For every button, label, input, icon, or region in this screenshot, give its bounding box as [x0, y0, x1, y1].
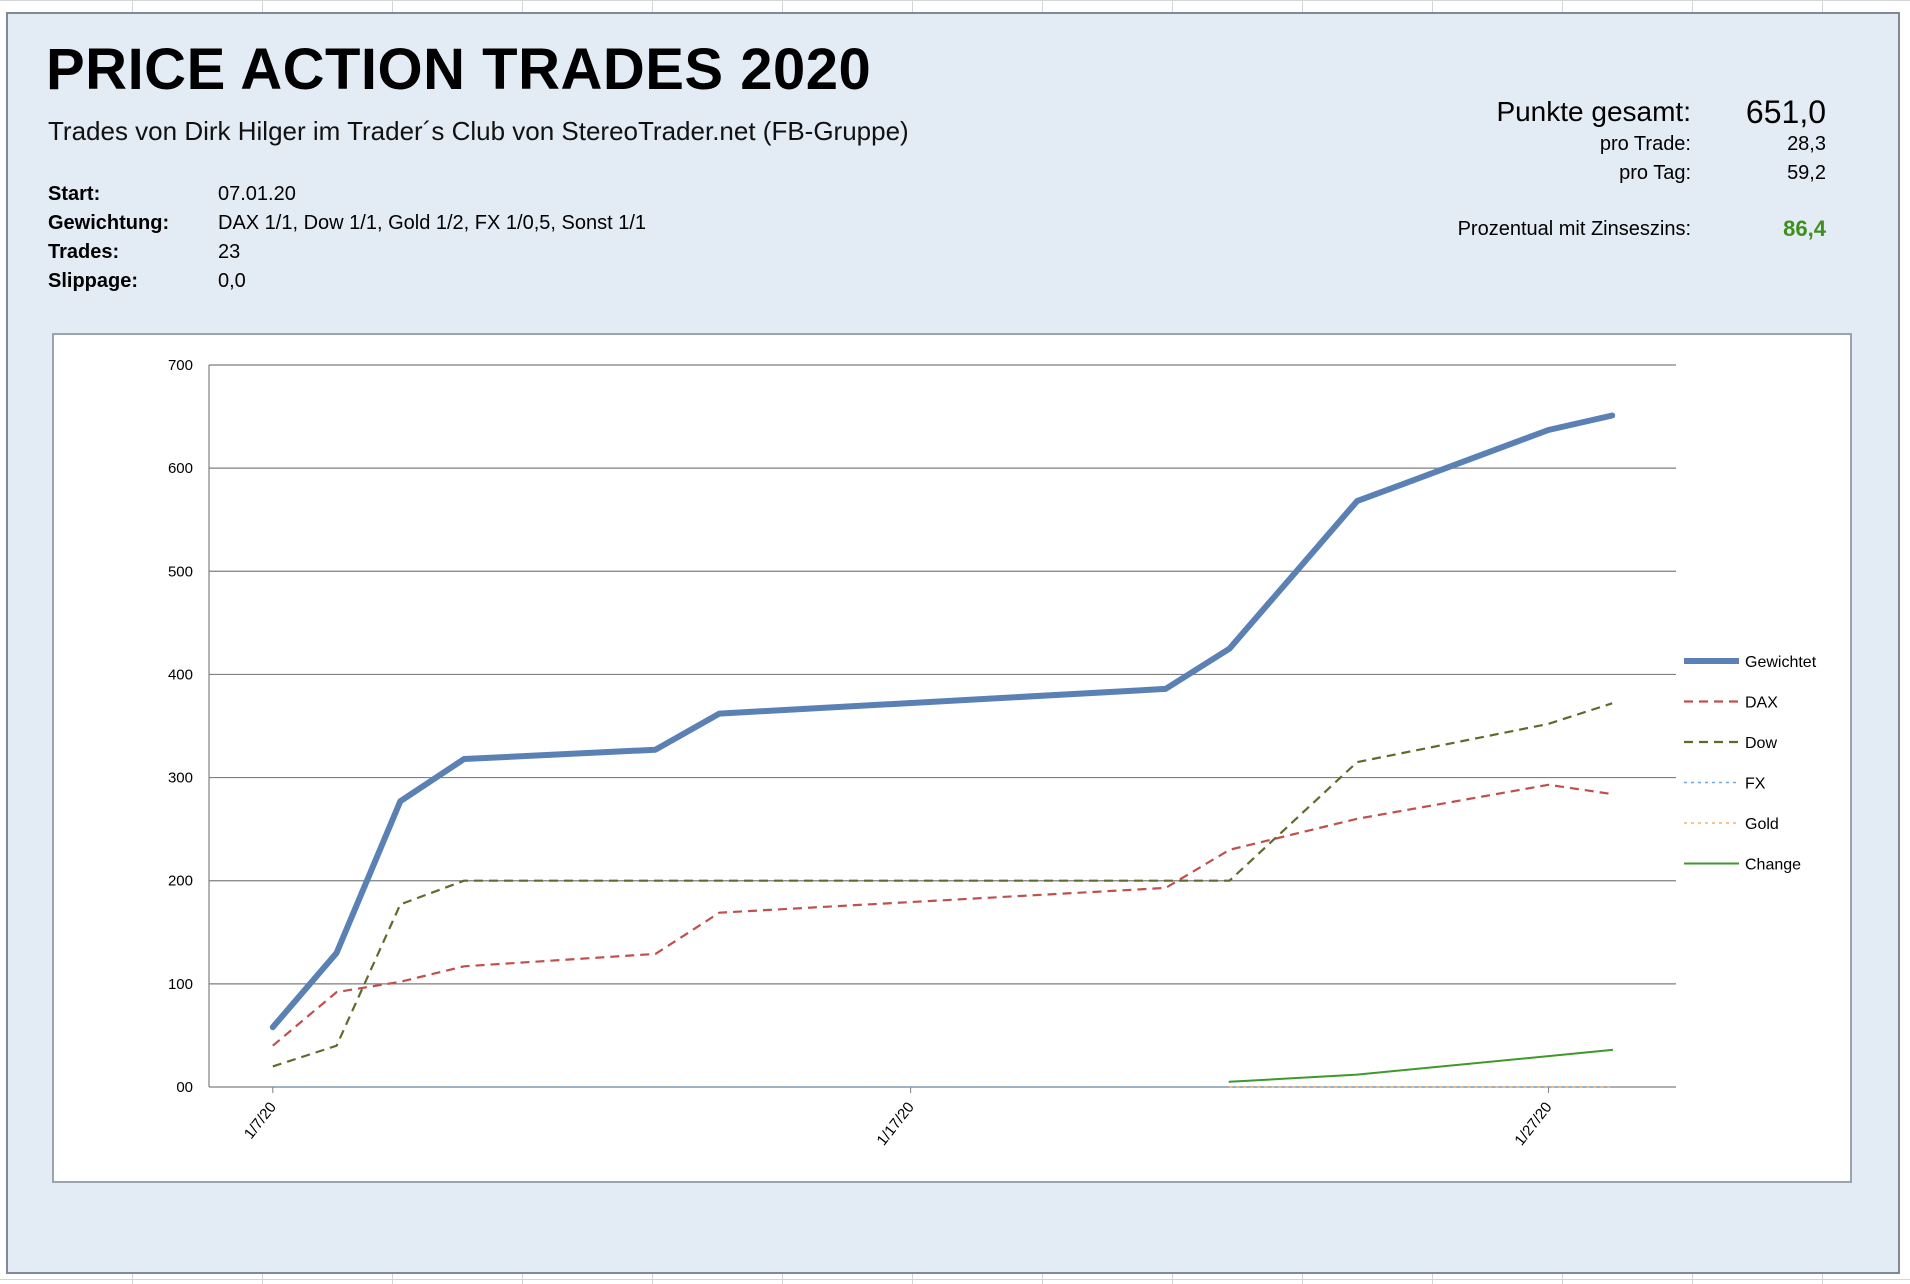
legend-label-change: Change [1745, 857, 1801, 874]
per-trade-value: 28,3 [1787, 133, 1826, 155]
meta-label-trades: Trades: [48, 241, 120, 263]
percent-compound-label: Prozentual mit Zinseszins: [1457, 218, 1691, 240]
series-line-change [1228, 1048, 1614, 1083]
y-tick-label: 300 [168, 770, 193, 787]
legend-label-dow: Dow [1745, 735, 1777, 752]
legend-label-fx: FX [1745, 776, 1766, 793]
page-subtitle: Trades von Dirk Hilger im Trader´s Club … [48, 116, 909, 146]
legend-label-gold: Gold [1745, 816, 1779, 833]
meta-label-slippage: Slippage: [48, 270, 139, 292]
chart-area: 00 100 200 300 400 500 600 700 1/7/20 1/17/20 1/27… [52, 333, 1852, 1183]
series-line-dow [272, 702, 1613, 1068]
y-tick-label: 700 [168, 357, 193, 374]
meta-value-trades: 23 [218, 241, 241, 263]
legend-label-gewichtet: Gewichtet [1745, 654, 1817, 671]
per-trade-label: pro Trade: [1599, 133, 1691, 155]
series-line-dax [272, 783, 1613, 1047]
per-day-value: 59,2 [1787, 162, 1826, 184]
line-chart: 00 100 200 300 400 500 600 700 1/7/20 1/17/20 1/27… [168, 357, 1817, 1149]
x-tick-label: 1/27/20 [1511, 1099, 1555, 1149]
y-tick-label: 100 [168, 976, 193, 993]
y-tick-label: 400 [168, 666, 193, 683]
per-day-label: pro Tag: [1619, 162, 1691, 184]
page-title: PRICE ACTION TRADES 2020 [46, 37, 872, 102]
meta-value-slippage: 0,0 [218, 270, 246, 292]
series-line-gewichtet [269, 412, 1616, 1031]
y-tick-label: 500 [168, 563, 193, 580]
x-tick-label: 1/7/20 [241, 1099, 280, 1142]
meta-label-weighting: Gewichtung: [48, 212, 170, 234]
total-points-label: Punkte gesamt: [1496, 96, 1691, 127]
y-tick-label: 600 [168, 460, 193, 477]
total-points-value: 651,0 [1745, 94, 1826, 130]
y-tick-label: 00 [176, 1079, 193, 1096]
legend-label-dax: DAX [1745, 695, 1778, 712]
meta-value-start: 07.01.20 [218, 183, 296, 205]
y-tick-label: 200 [168, 873, 193, 890]
meta-value-weighting: DAX 1/1, Dow 1/1, Gold 1/2, FX 1/0,5, So… [218, 212, 647, 234]
x-tick-label: 1/17/20 [874, 1099, 918, 1149]
meta-label-start: Start: [48, 183, 101, 205]
percent-compound-value: 86,4 [1783, 216, 1826, 241]
